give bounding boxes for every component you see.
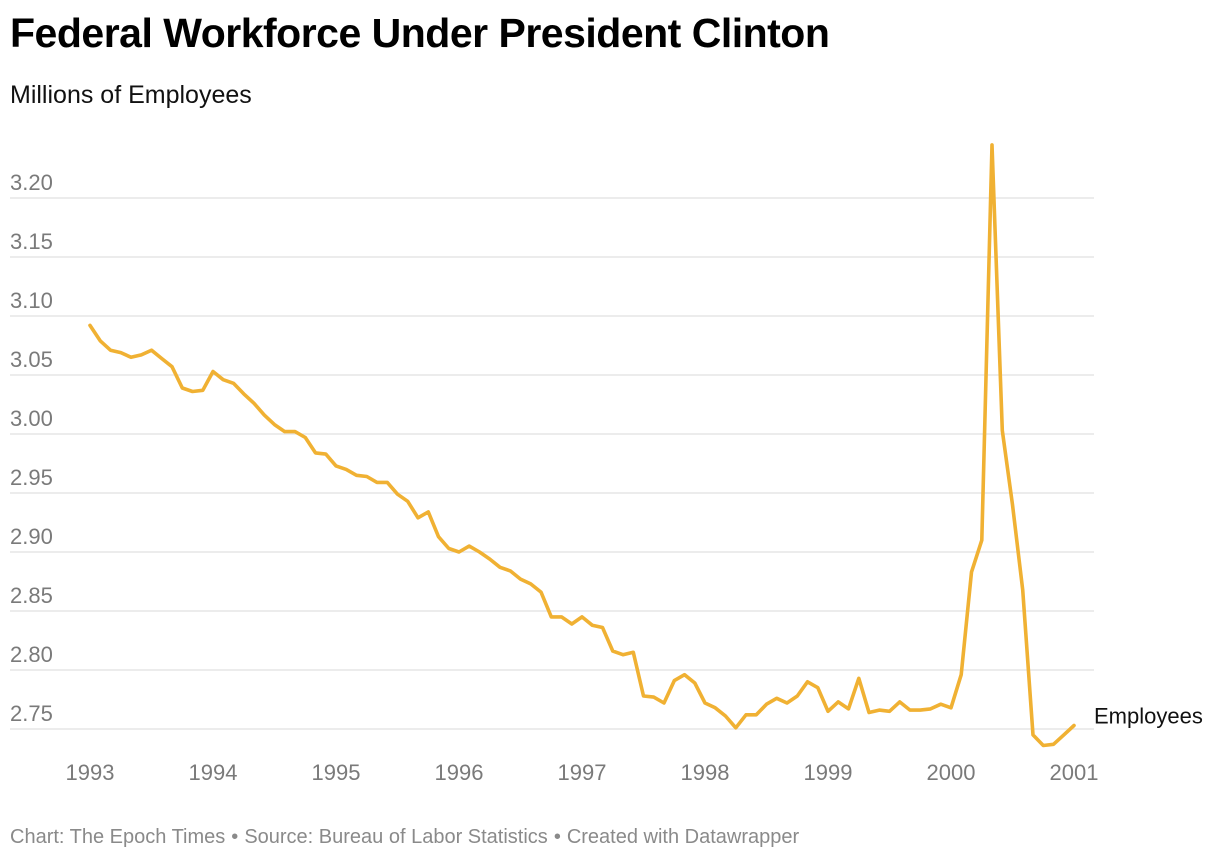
- x-tick-label: 1999: [804, 760, 853, 785]
- y-tick-label: 2.85: [10, 583, 53, 608]
- x-tick-label: 1996: [435, 760, 484, 785]
- footer-separator: •: [553, 826, 561, 848]
- x-tick-label: 1998: [681, 760, 730, 785]
- series-line-employees: [88, 143, 1076, 748]
- y-tick-label: 3.15: [10, 229, 53, 254]
- series-group: Employees: [88, 143, 1203, 748]
- footer-separator: •: [231, 826, 239, 848]
- gridlines: [10, 197, 1094, 730]
- y-tick-label: 3.10: [10, 288, 53, 313]
- x-tick-label: 1997: [558, 760, 607, 785]
- chart-footer: Chart: The Epoch Times • Source: Bureau of…: [10, 826, 799, 849]
- y-tick-label: 3.05: [10, 347, 53, 372]
- x-tick-label: 1995: [312, 760, 361, 785]
- source-credit: Source: Bureau of Labor Statistics: [244, 826, 548, 848]
- chart-subtitle: Millions of Employees: [10, 81, 252, 109]
- chart-title: Federal Workforce Under President Clinto…: [10, 10, 830, 56]
- y-axis-tick-labels: 3.20 3.15 3.10 3.05 3.00 2.95 2.90 2.85 2.80 2.75: [10, 170, 53, 726]
- x-tick-label: 1993: [66, 760, 115, 785]
- tool-credit: Created with Datawrapper: [566, 826, 800, 848]
- x-tick-label: 2001: [1050, 760, 1099, 785]
- y-tick-label: 2.75: [10, 701, 53, 726]
- series-label: Employees: [1094, 703, 1203, 728]
- x-axis-tick-labels: 1993 1994 1995 1996 1997 1998 1999 2000 2001: [66, 760, 1099, 785]
- x-tick-label: 1994: [189, 760, 238, 785]
- y-tick-label: 3.20: [10, 170, 53, 195]
- y-tick-label: 3.00: [10, 406, 53, 431]
- y-tick-label: 2.90: [10, 524, 53, 549]
- y-tick-label: 2.80: [10, 642, 53, 667]
- chart-credit: Chart: The Epoch Times: [10, 826, 226, 848]
- x-tick-label: 2000: [927, 760, 976, 785]
- y-tick-label: 2.95: [10, 465, 53, 490]
